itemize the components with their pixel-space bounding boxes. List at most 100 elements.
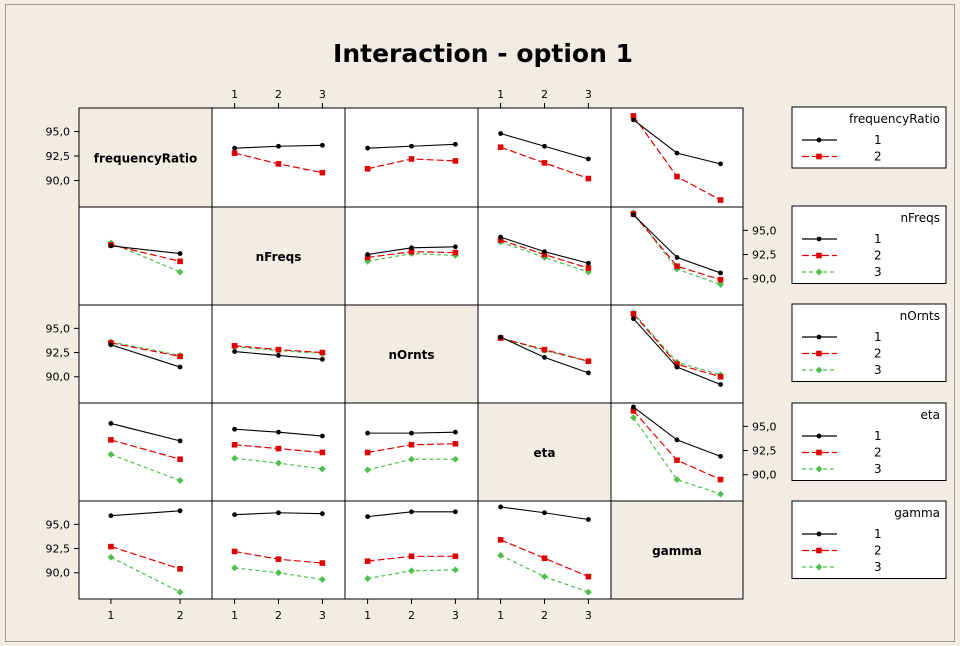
data-point [364,558,371,564]
data-point [108,342,114,348]
panel-4-2 [344,500,479,600]
data-point [718,453,723,459]
data-point [364,165,371,172]
data-point [275,346,282,353]
data-point [585,175,592,182]
diagonal-label: eta [534,446,556,460]
data-point [275,459,282,467]
diagonal-label: frequencyRatio [94,152,197,166]
data-point [674,364,680,370]
x-tick-label: 1 [231,609,238,622]
data-point [408,567,415,575]
x-tick-label: 3 [585,609,592,622]
data-point [631,212,636,218]
series-line [110,556,181,593]
y-tick-label: 92,5 [46,150,71,163]
x-tick-label: 2 [275,88,282,101]
panel-0-3 [477,107,612,208]
data-point [232,512,238,518]
data-point [364,254,371,261]
legend-marker [816,547,822,554]
y-tick-label: 92,5 [752,249,777,262]
data-point [498,131,504,136]
data-point [318,465,326,473]
diagonal-cell-nFreqs [211,206,346,306]
data-point [177,258,183,265]
legend-marker [816,334,822,340]
data-point [630,113,637,119]
legend-label: 3 [874,265,882,279]
series-line [500,554,589,593]
series-line [500,539,589,578]
data-point [232,349,238,354]
diagonal-cell-gamma [610,500,744,600]
x-tick-label: 1 [107,609,114,622]
y-tick-label: 90,0 [752,273,777,286]
data-point [177,353,183,360]
data-point [585,265,592,271]
data-point [319,449,326,456]
data-point [276,353,281,358]
data-point [674,173,680,180]
data-point [585,260,591,266]
data-point [108,543,114,550]
data-point [232,145,238,151]
data-point [365,514,371,520]
data-point [497,537,504,543]
legend-label: 1 [874,133,882,147]
data-point [364,466,372,474]
data-point [497,551,505,559]
data-point [584,588,592,596]
data-point [177,364,183,370]
data-point [107,553,115,561]
panel-0-1 [211,107,346,208]
series-line [110,344,181,368]
legend-label: 2 [874,446,882,460]
legend-title: gamma [894,506,940,520]
data-point [585,370,591,376]
data-point [231,342,238,349]
data-point [231,564,239,572]
data-point [318,576,326,583]
data-point [108,437,114,443]
legend-marker [815,366,823,374]
panel-2-4 [610,304,744,404]
data-point [452,158,459,164]
data-point [319,511,325,517]
data-point [498,504,504,510]
data-point [275,556,282,562]
y-tick-label: 90,0 [752,469,777,482]
y-tick-label: 92,5 [46,543,71,556]
data-point [541,160,548,166]
data-point [674,437,680,443]
y-tick-label: 95,0 [46,322,71,335]
data-point [451,566,459,574]
data-point [673,476,681,483]
y-tick-label: 92,5 [46,347,71,360]
data-point [177,566,183,572]
data-point [319,169,326,176]
x-tick-label: 3 [319,609,326,622]
data-point [408,156,415,162]
data-point [674,255,680,260]
data-point [177,438,183,444]
data-point [365,430,371,436]
x-tick-label: 2 [541,609,548,622]
legend-marker [816,252,822,259]
data-point [107,451,115,458]
legend-label: 2 [874,544,882,558]
data-point [319,142,325,148]
legend-title: nOrnts [900,309,940,323]
series-line [110,546,181,570]
legend-marker [815,563,823,571]
data-point [452,244,458,250]
data-point [718,382,723,387]
series-line [110,342,181,358]
data-point [717,281,724,288]
data-point [409,245,414,251]
legend-label: 2 [874,249,882,263]
legend-label: 3 [874,462,882,476]
x-tick-label: 1 [364,609,371,622]
data-point [630,311,637,317]
data-point [717,373,724,380]
